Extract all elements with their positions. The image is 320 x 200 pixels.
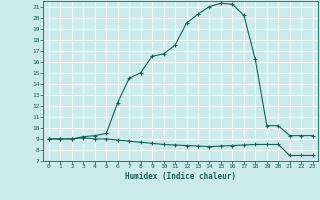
X-axis label: Humidex (Indice chaleur): Humidex (Indice chaleur) xyxy=(125,172,236,181)
